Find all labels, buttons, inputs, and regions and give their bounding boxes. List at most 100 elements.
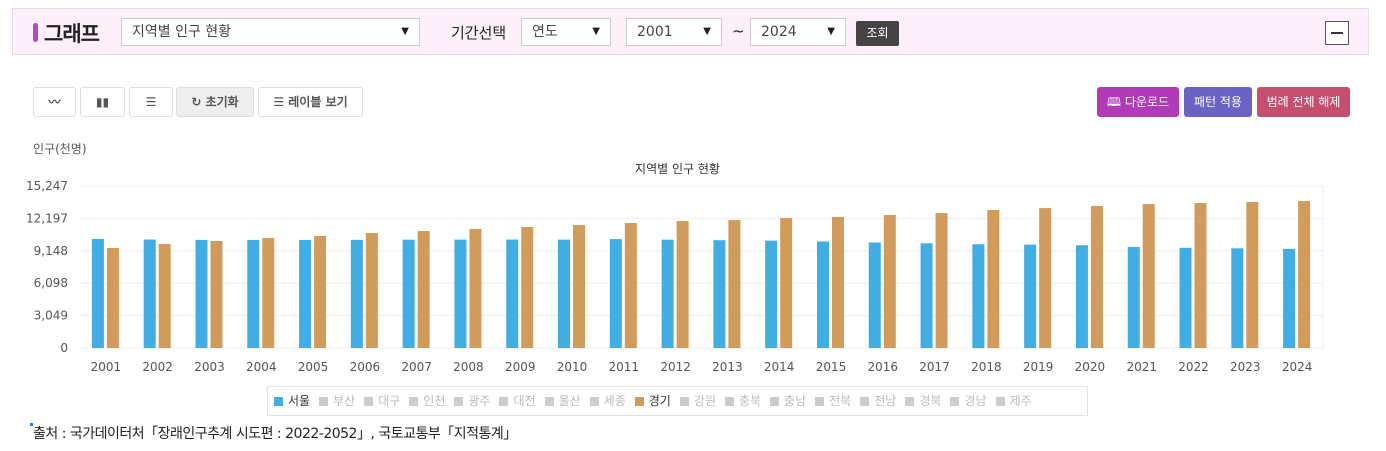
bar-서울 (350, 239, 363, 348)
legend-swatch (679, 397, 689, 406)
period-unit-value: 연도 (532, 24, 558, 40)
bar-서울 (713, 240, 726, 348)
legend-label: 충북 (738, 394, 762, 408)
bar-서울 (299, 239, 312, 348)
x-tick-label: 2006 (350, 360, 381, 374)
bar-경기 (314, 236, 327, 348)
legend-item[interactable]: 충북 (724, 387, 762, 415)
bar-서울 (1127, 246, 1140, 348)
legend-item[interactable]: 충남 (770, 387, 806, 415)
x-tick-label: 2007 (401, 360, 432, 374)
x-tick-label: 2012 (660, 360, 691, 374)
y-tick-label: 3,049 (34, 309, 68, 323)
from-year-select[interactable]: 2001 ▼ (626, 18, 722, 46)
bar-서울 (91, 238, 104, 348)
tilde: ~ (732, 22, 745, 40)
graph-select-value: 지역별 인구 현황 (132, 24, 232, 40)
legend-item[interactable]: 울산 (544, 387, 581, 415)
legend-label: 대구 (378, 394, 401, 408)
legend-swatch (364, 397, 374, 406)
legend-item[interactable]: 전북 (815, 387, 851, 415)
x-tick-label: 2022 (1178, 360, 1209, 374)
download-label: 다운로드 (1124, 95, 1170, 109)
bar-서울 (143, 239, 156, 348)
bar-chart-button[interactable]: ▮▮ (80, 87, 125, 117)
bar-경기 (573, 225, 586, 348)
legend-label: 강원 (693, 394, 716, 408)
bar-서울 (247, 239, 260, 348)
bar-경기 (883, 215, 896, 348)
label-view-button[interactable]: ☰ 레이블 보기 (258, 87, 363, 117)
x-tick-label: 2002 (142, 360, 173, 374)
reset-button[interactable]: ↻ 초기화 (176, 87, 254, 117)
bar-경기 (831, 216, 844, 348)
legend-label: 제주 (1009, 394, 1032, 408)
legend-swatch (274, 397, 283, 406)
legend-item[interactable]: 제주 (995, 387, 1032, 415)
chart-legend: 서울 부산 대구 인천 광주 대전 울산 세종 경기 강원 충북 충남 전북 전남 경북 경남 제주 (267, 386, 1088, 416)
x-tick-label: 2016 (867, 360, 898, 374)
bar-경기 (158, 243, 171, 348)
dropdown-arrow-icon: ▼ (401, 26, 409, 37)
bar-경기 (1142, 204, 1155, 348)
legend-item[interactable]: 광주 (454, 387, 490, 415)
x-tick-label: 2010 (557, 360, 588, 374)
dropdown-arrow-icon: ▼ (703, 26, 711, 37)
query-button[interactable]: 조회 (856, 21, 899, 46)
bar-서울 (1283, 248, 1296, 348)
horizontal-bar-icon: ☰ (145, 95, 157, 109)
x-tick-label: 2008 (453, 360, 484, 374)
bar-경기 (1039, 208, 1052, 348)
legend-item[interactable]: 인천 (409, 387, 445, 415)
dropdown-arrow-icon: ▼ (827, 26, 835, 37)
pattern-button[interactable]: 패턴 적용 (1184, 87, 1252, 117)
minimize-button[interactable] (1325, 21, 1349, 45)
legend-item[interactable]: 강원 (679, 387, 716, 415)
page-title: 그래프 (44, 22, 100, 46)
bar-경기 (624, 223, 637, 348)
book-icon: 🕮 (1106, 95, 1125, 109)
bar-경기 (417, 231, 430, 348)
x-tick-label: 2019 (1023, 360, 1054, 374)
bar-경기 (262, 238, 275, 348)
line-chart-icon: 〰 (48, 95, 61, 109)
x-tick-label: 2017 (919, 360, 950, 374)
legend-item[interactable]: 전남 (860, 387, 896, 415)
legend-label: 인천 (423, 394, 446, 408)
bar-경기 (935, 213, 948, 348)
legend-item[interactable]: 세종 (589, 387, 626, 415)
bar-서울 (816, 241, 829, 348)
graph-select[interactable]: 지역별 인구 현황 ▼ (121, 18, 420, 46)
refresh-icon: ↻ (191, 95, 206, 109)
legend-swatch (950, 397, 960, 406)
legend-clear-button[interactable]: 범례 전체 해제 (1257, 87, 1350, 117)
bar-서울 (1179, 247, 1192, 348)
title-marker (33, 23, 38, 42)
graph-header: 그래프 지역별 인구 현황 ▼ 기간선택 연도 ▼ 2001 ▼ ~ 2024 ▼ 조회 (12, 8, 1369, 55)
to-year-select[interactable]: 2024 ▼ (750, 18, 846, 46)
legend-item[interactable]: 부산 (319, 387, 355, 415)
bar-서울 (920, 243, 933, 348)
period-unit-select[interactable]: 연도 ▼ (521, 18, 611, 46)
legend-item[interactable]: 대전 (499, 387, 536, 415)
legend-item[interactable]: 경북 (905, 387, 941, 415)
chart-title: 지역별 인구 현황 (635, 162, 720, 176)
bar-경기 (1246, 202, 1259, 348)
bar-경기 (521, 226, 534, 348)
horizontal-bar-button[interactable]: ☰ (129, 87, 173, 117)
legend-item[interactable]: 대구 (364, 387, 400, 415)
line-chart-button[interactable]: 〰 (33, 87, 76, 117)
legend-item[interactable]: 경남 (950, 387, 987, 415)
bar-서울 (661, 239, 674, 348)
legend-label: 서울 (288, 394, 311, 408)
legend-item[interactable]: 서울 (274, 387, 310, 415)
bar-경기 (728, 220, 741, 348)
legend-label: 세종 (603, 394, 626, 408)
x-tick-label: 2015 (816, 360, 847, 374)
y-tick-label: 6,098 (34, 276, 68, 290)
legend-label: 경기 (648, 394, 671, 408)
legend-item[interactable]: 경기 (634, 387, 671, 415)
download-button[interactable]: 🕮 다운로드 (1097, 87, 1179, 117)
from-year-value: 2001 (637, 24, 673, 40)
